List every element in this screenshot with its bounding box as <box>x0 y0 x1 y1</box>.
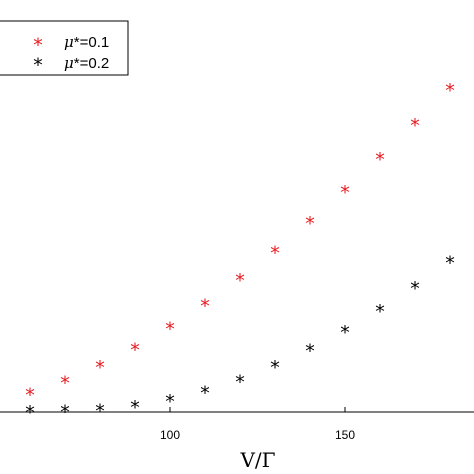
data-point-series-1: * <box>235 270 245 292</box>
data-point-series-2: * <box>235 371 245 393</box>
data-point-series-1: * <box>165 319 175 341</box>
data-point-series-2: * <box>200 382 210 404</box>
data-point-series-2: * <box>305 341 315 363</box>
data-point-series-1: * <box>305 213 315 235</box>
data-point-series-2: * <box>95 400 105 422</box>
x-axis-ticks: 0100150 <box>160 407 355 442</box>
data-point-series-1: * <box>340 182 350 204</box>
x-tick-label: 150 <box>335 428 355 442</box>
data-point-series-1: * <box>200 295 210 317</box>
plot-area: 0100150 ****************************** <box>0 80 474 442</box>
data-point-series-2: * <box>340 322 350 344</box>
x-tick-label: 100 <box>160 428 180 442</box>
data-point-series-2: * <box>130 397 140 419</box>
data-point-series-2: * <box>410 278 420 300</box>
legend-label-series-2-symbol: μ <box>64 54 74 72</box>
data-point-series-2: * <box>270 357 280 379</box>
legend-box <box>0 20 129 76</box>
data-point-series-1: * <box>375 149 385 171</box>
data-point-series-2: * <box>375 301 385 323</box>
data-point-series-1: * <box>410 115 420 137</box>
data-point-series-1: * <box>25 385 35 407</box>
legend-marker-series-1: * <box>33 35 43 57</box>
data-point-series-2: * <box>60 402 70 424</box>
legend-label-series-2-value: *=0.2 <box>74 55 109 72</box>
legend-marker-series-2: * <box>33 55 43 77</box>
data-point-series-2: * <box>445 253 455 275</box>
data-point-series-1: * <box>60 372 70 394</box>
data-point-series-1: * <box>95 357 105 379</box>
legend-label-series-1-symbol: μ <box>64 33 74 51</box>
x-axis-title: V/Γ <box>239 448 275 472</box>
data-point-series-1: * <box>445 80 455 102</box>
legend-label-series-1-value: *=0.1 <box>74 34 109 51</box>
legend-label-series-2: μ*=0.2 <box>64 54 109 72</box>
data-point-series-2: * <box>165 391 175 413</box>
data-point-series-1: * <box>270 243 280 265</box>
data-point-series-2: * <box>25 402 35 424</box>
legend-label-series-1: μ*=0.1 <box>64 33 109 51</box>
data-markers: ****************************** <box>25 80 455 424</box>
legend: * μ*=0.1 * μ*=0.2 <box>0 20 129 77</box>
data-point-series-1: * <box>130 339 140 361</box>
